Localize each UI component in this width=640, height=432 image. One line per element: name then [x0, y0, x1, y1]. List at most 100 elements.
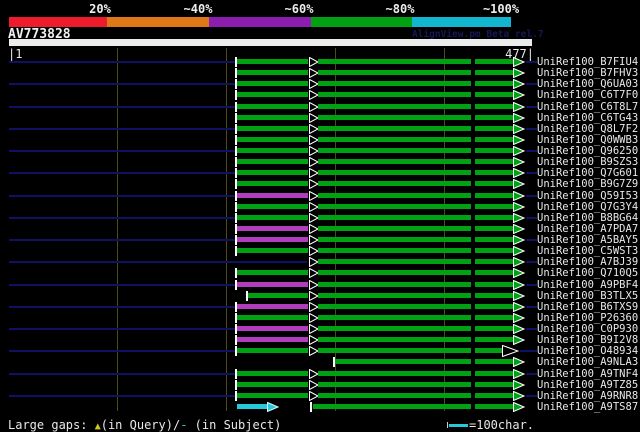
hit-label[interactable]: UniRef100_A9RNR8 [537, 390, 639, 402]
alignment-row[interactable]: UniRef100_Q7G601 [0, 167, 640, 179]
alignment-row[interactable]: UniRef100_B9I2V8 [0, 334, 640, 346]
hit-segment-1 [237, 337, 308, 342]
hit-label[interactable]: UniRef100_A5BAY5 [537, 234, 639, 246]
hit-label[interactable]: UniRef100_B9I2V8 [537, 334, 639, 346]
alignment-start-tick [310, 402, 312, 412]
alignment-row[interactable]: UniRef100_Q8L7F2 [0, 123, 640, 135]
alignment-row[interactable]: UniRef100_B9SZS3 [0, 156, 640, 168]
alignment-row[interactable]: UniRef100_B9G7Z9 [0, 178, 640, 190]
hit-segment-2 [318, 137, 513, 142]
hit-segment-1 [237, 59, 308, 64]
alignment-row[interactable]: UniRef100_Q710Q5 [0, 267, 640, 279]
hit-label[interactable]: UniRef100_C0P930 [537, 323, 639, 335]
alignment-row[interactable]: UniRef100_C6T7F0 [0, 89, 640, 101]
hit-label[interactable]: UniRef100_B3TLX5 [537, 290, 639, 302]
hit-label[interactable]: UniRef100_C6TG43 [537, 112, 639, 124]
alignment-row[interactable]: UniRef100_A9TZ85 [0, 379, 640, 391]
subject-gap-notch [471, 359, 475, 364]
alignment-row[interactable]: UniRef100_A7PDA7 [0, 223, 640, 235]
alignment-row[interactable]: UniRef100_B3TLX5 [0, 290, 640, 302]
hit-label[interactable]: UniRef100_A9TNF4 [537, 368, 639, 380]
hit-label[interactable]: UniRef100_Q59I53 [537, 190, 639, 202]
hit-label[interactable]: UniRef100_A9TS87 [537, 401, 639, 413]
alignment-row[interactable]: UniRef100_C6TG43 [0, 112, 640, 124]
hit-label[interactable]: UniRef100_C6T8L7 [537, 101, 639, 113]
hit-label[interactable]: UniRef100_A7PDA7 [537, 223, 639, 235]
hit-label[interactable]: UniRef100_Q7G3Y4 [537, 201, 639, 213]
hit-label[interactable]: UniRef100_B9SZS3 [537, 156, 639, 168]
alignment-row[interactable]: UniRef100_C6T8L7 [0, 101, 640, 113]
subject-gap-notch [471, 393, 475, 398]
hit-label[interactable]: UniRef100_B9G7Z9 [537, 178, 639, 190]
alignment-row[interactable]: UniRef100_B7FHV3 [0, 67, 640, 79]
gap-arrow-icon [309, 90, 319, 100]
hit-label[interactable]: UniRef100_A9PBF4 [537, 279, 639, 291]
alignment-row[interactable]: UniRef100_B6TXS9 [0, 301, 640, 313]
legend-text: (in Subject) [187, 418, 282, 432]
hit-segment-2 [318, 159, 513, 164]
hit-label[interactable]: UniRef100_Q8L7F2 [537, 123, 639, 135]
alignment-row[interactable]: UniRef100_O48934 [0, 345, 640, 357]
hit-label[interactable]: UniRef100_Q6UA03 [537, 78, 639, 90]
subject-gap-notch [471, 137, 475, 142]
alignment-start-tick [235, 346, 237, 356]
hit-segment-2 [318, 304, 513, 309]
hit-segment-2 [318, 371, 513, 376]
alignment-row[interactable]: UniRef100_C0P930 [0, 323, 640, 335]
alignment-row[interactable]: UniRef100_Q96250 [0, 145, 640, 157]
hit-label[interactable]: UniRef100_C5WST3 [537, 245, 639, 257]
alignment-row[interactable]: UniRef100_Q6UA03 [0, 78, 640, 90]
hit-segment-1 [237, 148, 308, 153]
alignment-row[interactable]: UniRef100_P26360 [0, 312, 640, 324]
alignment-row[interactable]: UniRef100_A9RNR8 [0, 390, 640, 402]
hit-label[interactable]: UniRef100_Q96250 [537, 145, 639, 157]
hit-label[interactable]: UniRef100_B7FIU4 [537, 56, 639, 68]
alignment-row[interactable]: UniRef100_Q59I53 [0, 190, 640, 202]
subject-flank-line [9, 217, 235, 219]
subject-flank-line [526, 217, 537, 219]
hit-label[interactable]: UniRef100_A7BJ39 [537, 256, 639, 268]
alignment-row[interactable]: UniRef100_C5WST3 [0, 245, 640, 257]
hundred-char-line [449, 424, 468, 427]
hit-label[interactable]: UniRef100_P26360 [537, 312, 639, 324]
hit-segment-2 [318, 193, 513, 198]
subject-gap-notch [471, 204, 475, 209]
alignment-row[interactable]: UniRef100_A7BJ39 [0, 256, 640, 268]
alignment-row[interactable]: UniRef100_Q0WWB3 [0, 134, 640, 146]
alignment-start-tick [235, 157, 237, 167]
hit-label[interactable]: UniRef100_O48934 [537, 345, 639, 357]
alignment-row[interactable]: UniRef100_A5BAY5 [0, 234, 640, 246]
hit-label[interactable]: UniRef100_B6TXS9 [537, 301, 639, 313]
subject-gap-notch [471, 215, 475, 220]
gap-arrow-icon [309, 324, 319, 334]
subject-flank-line [526, 106, 537, 108]
subject-gap-notch [471, 293, 475, 298]
alignment-row[interactable]: UniRef100_Q7G3Y4 [0, 201, 640, 213]
hit-label[interactable]: UniRef100_A9NLA3 [537, 356, 639, 368]
hit-segment-2 [318, 126, 513, 131]
hit-label[interactable]: UniRef100_Q7G601 [537, 167, 639, 179]
hit-segment-2 [318, 115, 513, 120]
hit-label[interactable]: UniRef100_B8BG64 [537, 212, 639, 224]
hit-label[interactable]: UniRef100_A9TZ85 [537, 379, 639, 391]
hit-end-arrow-icon [513, 179, 525, 189]
gap-arrow-icon [309, 135, 319, 145]
alignment-row[interactable]: UniRef100_A9TS87 [0, 401, 640, 413]
hit-segment-2 [318, 92, 513, 97]
hit-end-arrow-icon [513, 291, 525, 301]
alignment-row[interactable]: UniRef100_B7FIU4 [0, 56, 640, 68]
gap-arrow-icon [309, 268, 319, 278]
hit-label[interactable]: UniRef100_B7FHV3 [537, 67, 639, 79]
alignment-row[interactable]: UniRef100_A9TNF4 [0, 368, 640, 380]
hit-end-arrow-icon [513, 380, 525, 390]
ruler-start-coordinate: |1 [8, 47, 23, 61]
alignment-start-tick [235, 369, 237, 379]
alignment-start-tick [235, 268, 237, 278]
subject-gap-notch [471, 181, 475, 186]
alignment-row[interactable]: UniRef100_B8BG64 [0, 212, 640, 224]
hit-label[interactable]: UniRef100_Q0WWB3 [537, 134, 639, 146]
alignment-row[interactable]: UniRef100_A9PBF4 [0, 279, 640, 291]
hit-label[interactable]: UniRef100_C6T7F0 [537, 89, 639, 101]
hit-label[interactable]: UniRef100_Q710Q5 [537, 267, 639, 279]
alignment-row[interactable]: UniRef100_A9NLA3 [0, 356, 640, 368]
